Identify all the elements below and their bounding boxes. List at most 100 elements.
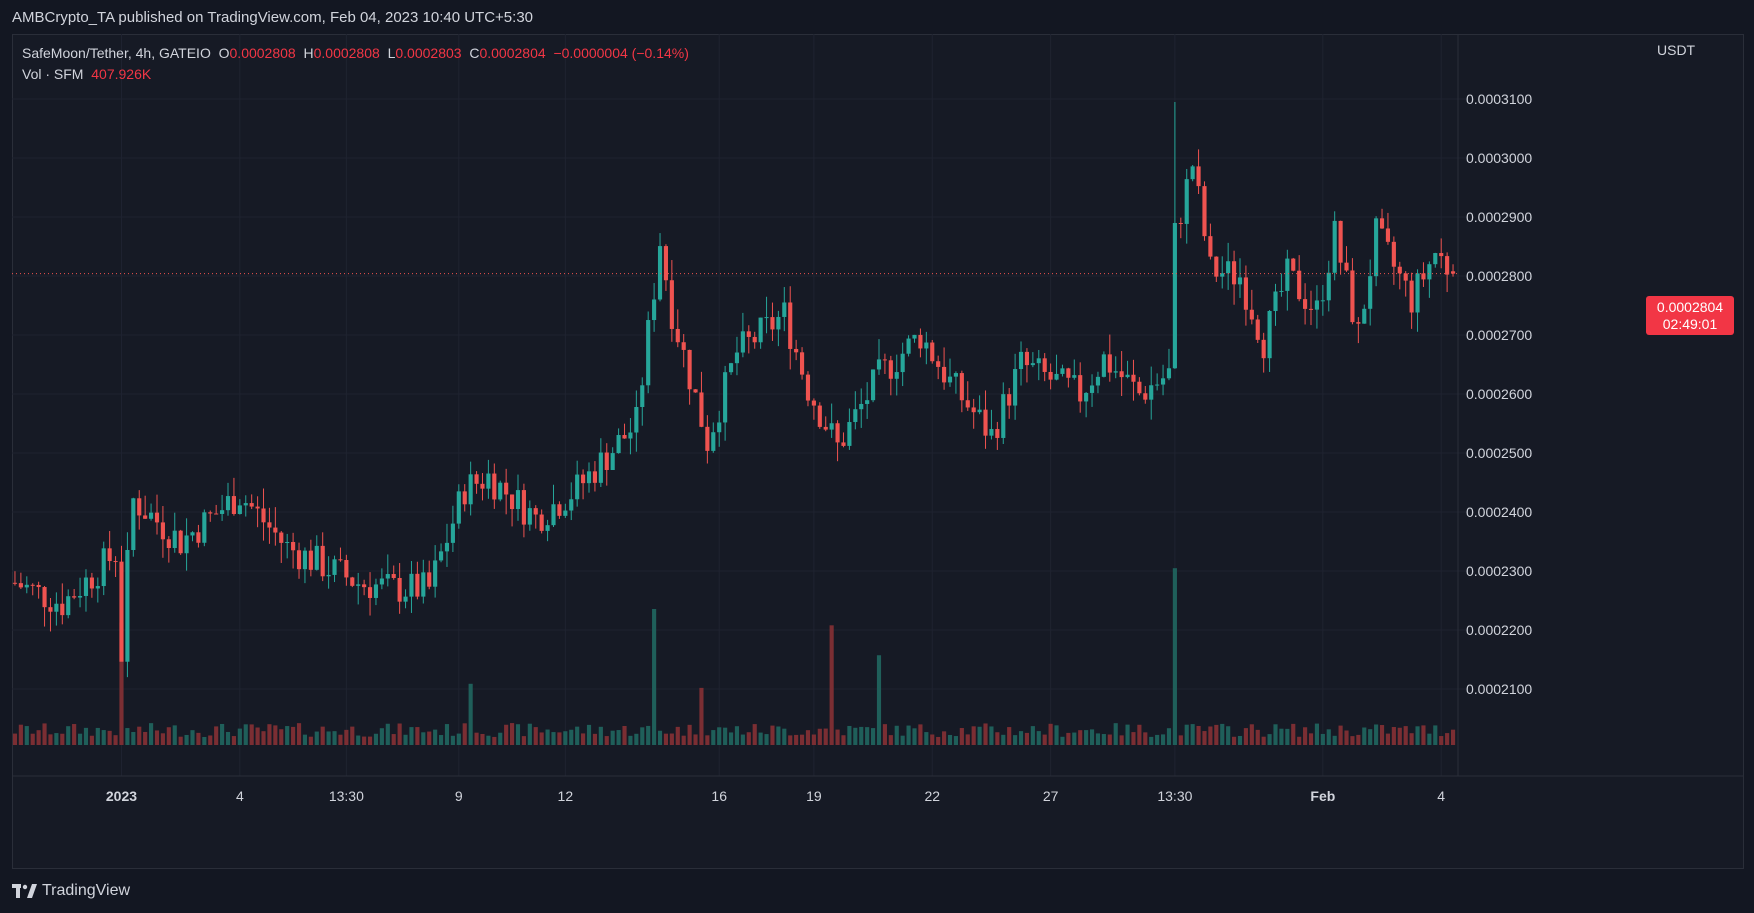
candle-body <box>421 572 426 597</box>
volume-bar <box>320 726 325 745</box>
tradingview-brand[interactable]: TradingView <box>12 882 130 900</box>
volume-bar <box>740 734 745 745</box>
volume-bar <box>586 724 592 745</box>
candle-body <box>391 574 396 578</box>
volume-bar <box>231 736 236 745</box>
volume-bar <box>95 727 100 745</box>
candle-body <box>882 359 887 361</box>
time-tick-label: 4 <box>236 788 244 804</box>
volume-bar <box>764 734 769 745</box>
volume-bar <box>681 735 686 745</box>
volume-bar <box>551 732 556 745</box>
volume-bar <box>1403 726 1408 745</box>
volume-bar <box>521 736 526 745</box>
volume-bar <box>1338 725 1343 745</box>
volume-bar <box>871 728 876 745</box>
candle-body <box>728 363 734 373</box>
candle-body <box>77 595 83 598</box>
volume-bar <box>906 725 911 745</box>
candle-body <box>699 392 704 427</box>
volume-bar <box>817 728 822 745</box>
price-chart[interactable]: 0.0002100 0.0002200 0.0002300 0.0002400 0.00… <box>12 34 1744 869</box>
candle-body <box>510 494 515 510</box>
volume-bar <box>350 726 355 745</box>
change-value: −0.0000004 (−0.14%) <box>553 45 689 61</box>
candle-body <box>752 336 757 343</box>
volume-bar <box>598 726 603 745</box>
candle-body <box>634 407 639 433</box>
candle-body <box>563 510 568 516</box>
candle-body <box>533 508 538 515</box>
volume-bar <box>539 732 544 745</box>
volume-bar <box>947 734 953 745</box>
candle-body <box>54 603 59 612</box>
candle-body <box>965 400 970 408</box>
volume-bar <box>474 732 479 745</box>
candle-body <box>492 473 497 500</box>
candle-body <box>486 473 491 489</box>
time-tick-label: 12 <box>558 788 574 804</box>
candle-body <box>279 532 284 543</box>
volume-bar <box>847 725 852 745</box>
low-value: 0.0002803 <box>395 45 462 61</box>
candle-body <box>1226 261 1231 274</box>
candle-body <box>521 490 526 525</box>
volume-bar <box>1048 723 1053 745</box>
candle-body <box>853 409 858 423</box>
volume-bar <box>788 735 793 745</box>
volume-bar <box>888 735 893 745</box>
candle-body <box>746 331 751 337</box>
candle-body <box>1208 236 1213 257</box>
open-value: 0.0002808 <box>229 45 296 61</box>
volume-bar <box>154 730 160 745</box>
candle-body <box>356 584 361 586</box>
volume-bar <box>438 735 444 745</box>
candle-body <box>900 353 905 373</box>
volume-bar <box>30 733 35 745</box>
candle-body <box>131 498 136 550</box>
volume-bar <box>302 734 308 745</box>
volume-bar <box>101 730 106 745</box>
candle-body <box>723 372 728 423</box>
candle-body <box>1137 381 1142 394</box>
time-tick-label: Feb <box>1310 788 1335 804</box>
candle-body <box>1107 354 1112 373</box>
candle-body <box>1356 322 1361 324</box>
candle-body <box>1415 273 1420 313</box>
candle-body <box>385 574 390 579</box>
candle-body <box>60 603 65 616</box>
volume-bar <box>267 724 272 745</box>
volume-bar <box>693 734 698 745</box>
volume-bar <box>515 724 521 745</box>
volume-bar <box>1308 733 1314 745</box>
volume-bar <box>1445 733 1450 745</box>
candle-body <box>243 503 248 506</box>
volume-bar <box>409 727 414 745</box>
candle-body <box>652 299 657 321</box>
volume-bar <box>54 733 59 745</box>
candle-body <box>977 409 982 413</box>
candle-body <box>1314 300 1319 310</box>
volume-bar <box>977 726 982 745</box>
candle-body <box>1078 375 1083 402</box>
volume-label[interactable]: Vol · SFM <box>22 66 84 82</box>
volume-bar <box>486 735 491 745</box>
volume-bar <box>48 734 53 745</box>
volume-bar <box>799 734 805 745</box>
volume-bar <box>1095 733 1101 745</box>
candle-body <box>149 512 154 519</box>
candle-body <box>379 578 384 585</box>
candle-body <box>480 483 485 489</box>
candle-body <box>1143 393 1148 400</box>
volume-bar <box>60 733 65 745</box>
volume-bar <box>107 730 112 745</box>
candle-body <box>462 491 467 505</box>
candle-body <box>675 328 680 343</box>
volume-bar <box>356 735 361 745</box>
candle-body <box>1232 261 1237 285</box>
candle-body <box>101 548 106 587</box>
volume-bar <box>427 731 432 745</box>
symbol-label[interactable]: SafeMoon/Tether, 4h, GATEIO <box>22 45 211 61</box>
candle-body <box>794 348 799 353</box>
candle-body <box>1285 258 1290 291</box>
